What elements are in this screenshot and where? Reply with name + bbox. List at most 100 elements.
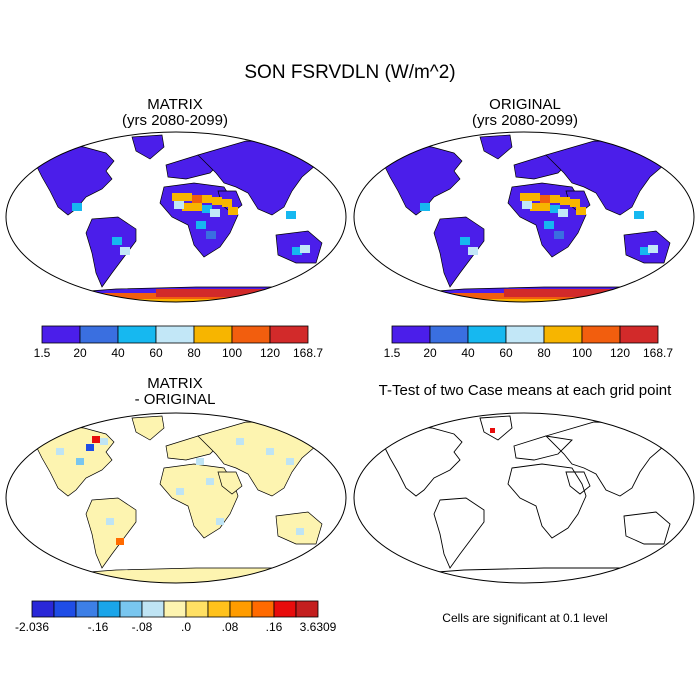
colorbar-original-label-4: 80: [537, 346, 551, 360]
panel-title-matrix: MATRIX (yrs 2080-2099): [75, 97, 275, 129]
colorbar-diff-box-9: [229, 600, 253, 618]
map-ttest-land-asia: [545, 421, 675, 497]
map-original-cell-6: [540, 203, 550, 211]
panel-title-diff-line2: - ORIGINAL: [134, 391, 216, 408]
map-original-cell-11: [558, 209, 568, 217]
colorbar-diff-label-11: .16: [266, 620, 283, 634]
colorbar-diff-label-9: .08: [222, 620, 239, 634]
colorbar-original-box-3: [505, 325, 545, 344]
map-diff-cell-7: [286, 458, 294, 465]
map-matrix-cell-5: [182, 203, 192, 211]
map-original-cell-10: [550, 205, 560, 213]
colorbar-matrix-label-1: 20: [73, 346, 87, 360]
map-matrix-cell-15: [120, 247, 130, 255]
colorbar-diff-box-5: [141, 600, 165, 618]
colorbar-diff-box-6: [163, 600, 187, 618]
map-matrix-cell-6: [192, 203, 202, 211]
map-diff-cell-2: [86, 444, 94, 451]
colorbar-diff-box-0: [31, 600, 55, 618]
map-original-cell-1: [530, 193, 540, 201]
map-original-cell-12: [544, 221, 554, 229]
map-original-cell-8: [576, 207, 586, 215]
colorbar-diff-label-3: -.16: [88, 620, 109, 634]
panel-title-matrix-line2: (yrs 2080-2099): [122, 112, 228, 129]
map-matrix-cell-13: [206, 231, 216, 239]
colorbar-matrix-label-6: 120: [260, 346, 280, 360]
map-matrix-cell-1: [182, 193, 192, 201]
colorbar-matrix-label-5: 100: [222, 346, 242, 360]
map-original-land-samerica: [433, 216, 485, 288]
map-diff-cell-9: [116, 538, 124, 545]
map-ttest-land-arabia: [565, 471, 591, 495]
colorbar-diff-label-7: .0: [181, 620, 191, 634]
colorbar-original-label-6: 120: [610, 346, 630, 360]
main-title: SON FSRVDLN (W/m^2): [244, 62, 456, 83]
panel-title-ttest: T-Test of two Case means at each grid po…: [378, 382, 672, 399]
map-ttest-land-namerica: [373, 425, 463, 497]
map-diff-content: [25, 415, 327, 583]
map-original-antarctic-edge: [374, 299, 674, 302]
colorbar-matrix-box-1: [79, 325, 119, 344]
colorbar-matrix-box-6: [269, 325, 309, 344]
map-original-cell-7: [570, 199, 580, 207]
significance-note: Cells are significant at 0.1 level: [442, 611, 608, 625]
colorbar-original-label-1: 20: [423, 346, 437, 360]
map-ttest-land-greenland: [479, 415, 513, 441]
map-original-land-namerica: [373, 144, 463, 216]
map-matrix-cell-17: [300, 245, 310, 253]
colorbar-original-box-4: [543, 325, 583, 344]
map-ttest-land-australia: [623, 511, 671, 545]
map-matrix-cell-2: [192, 195, 202, 203]
map-original-cell-4: [560, 197, 570, 205]
colorbar-original-box-6: [619, 325, 659, 344]
colorbar-diff-box-12: [295, 600, 319, 618]
colorbar-diff-box-4: [119, 600, 143, 618]
map-diff-cell-0: [56, 448, 64, 455]
map-ttest-sig-cell-1: [490, 428, 495, 433]
map-original-cell-0: [520, 193, 530, 201]
map-diff-land-antarctica: [25, 567, 327, 583]
map-original-cell-16: [640, 247, 650, 255]
colorbar-original-label-5: 100: [572, 346, 592, 360]
map-diff-cell-14: [92, 436, 100, 443]
map-diff-land-greenland: [131, 415, 165, 441]
panel-title-diff: MATRIX - ORIGINAL: [75, 376, 275, 408]
map-diff-cell-6: [266, 448, 274, 455]
map-matrix-cell-9: [174, 201, 184, 209]
colorbar-original: 1.5 20 40 60 80 100 120 168.7: [384, 325, 673, 360]
map-matrix-cell-18: [286, 211, 296, 219]
colorbar-diff-box-2: [75, 600, 99, 618]
colorbar-diff-label-13: 3.6309: [300, 620, 337, 634]
colorbar-diff-box-11: [273, 600, 297, 618]
colorbar-diff-label-5: -.08: [132, 620, 153, 634]
colorbar-diff-box-3: [97, 600, 121, 618]
map-diff-cell-5: [236, 438, 244, 445]
colorbar-diff-label-0: -2.036: [15, 620, 49, 634]
map-ttest-land-antarctica: [373, 567, 675, 583]
map-diff-cell-11: [216, 518, 224, 525]
map-matrix-cell-14: [112, 237, 122, 245]
panel-title-original: ORIGINAL (yrs 2080-2099): [425, 97, 625, 129]
map-original-antarctic-peak: [504, 289, 624, 297]
map-diff-land-namerica: [25, 425, 115, 497]
map-matrix-cell-3: [202, 195, 212, 203]
colorbar-original-label-0: 1.5: [384, 346, 401, 360]
map-matrix-land-samerica: [85, 216, 137, 288]
colorbar-matrix-label-2: 40: [111, 346, 125, 360]
map-ttest-map-border: [353, 412, 695, 584]
colorbar-diff-box-1: [53, 600, 77, 618]
map-matrix-cell-7: [222, 199, 232, 207]
map-matrix-cell-11: [210, 209, 220, 217]
map-original-cell-15: [468, 247, 478, 255]
map-original: [353, 131, 695, 303]
map-ttest-content: [373, 414, 675, 583]
map-original-cell-3: [550, 195, 560, 203]
map-diff-cell-4: [196, 458, 204, 465]
colorbar-matrix-box-0: [41, 325, 81, 344]
map-matrix-cell-16: [292, 247, 302, 255]
panel-title-diff-line1: MATRIX: [147, 375, 203, 392]
map-matrix-antarctic-edge: [26, 299, 326, 302]
map-diff-cell-10: [106, 518, 114, 525]
map-matrix-antarctic-peak: [156, 289, 276, 297]
map-diff: [5, 412, 347, 584]
